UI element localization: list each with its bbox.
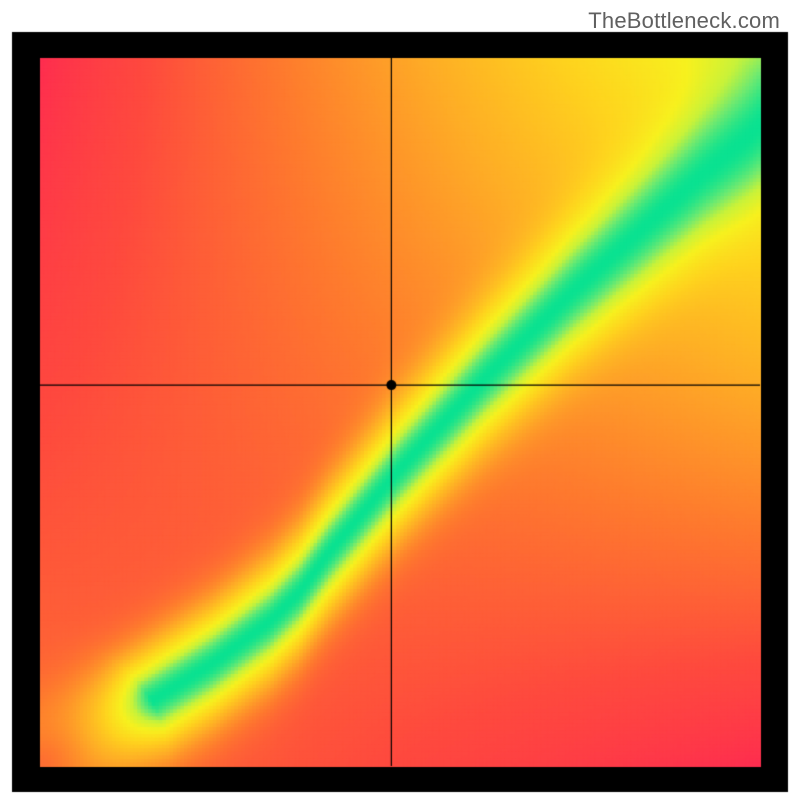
- bottleneck-heatmap-canvas: [0, 0, 800, 800]
- figure-container: TheBottleneck.com: [0, 0, 800, 800]
- watermark-text: TheBottleneck.com: [588, 8, 780, 34]
